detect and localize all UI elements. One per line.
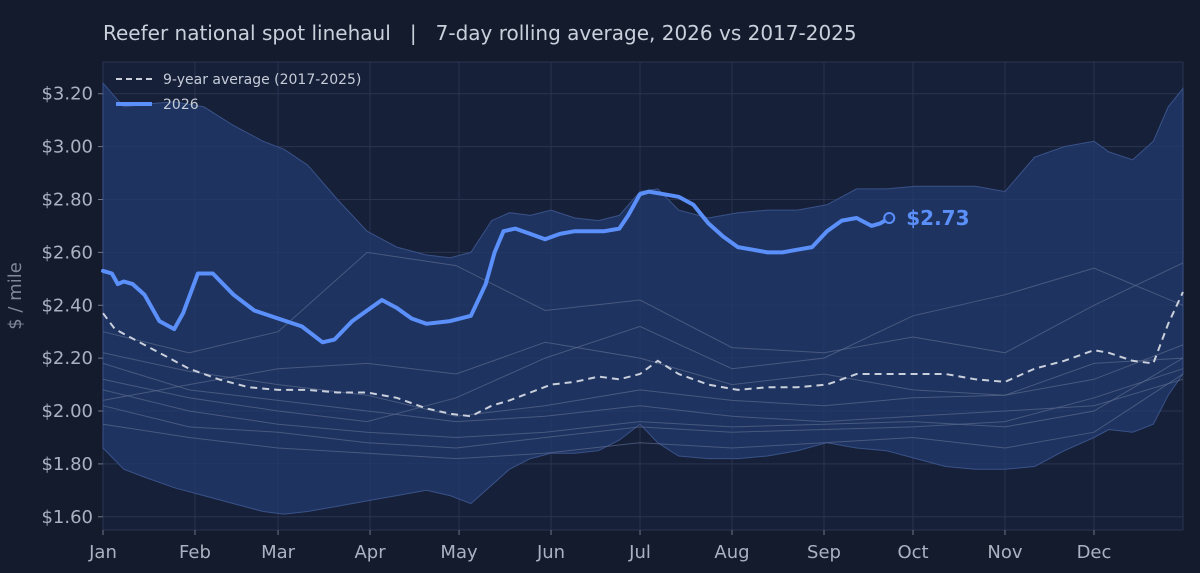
historical-year-line <box>102 251 1184 354</box>
y-tick-label: $3.20 <box>41 84 93 105</box>
x-tick-label: Dec <box>1077 542 1112 563</box>
historical-year-line <box>102 362 1184 423</box>
plot-content <box>101 81 1184 515</box>
y-axis-ticks: $1.60 $1.80 $2.00 $2.20 $2.40 $2.60 $2.80 $3.00… <box>41 84 103 528</box>
historical-year-line <box>102 267 1184 423</box>
x-tick-label: May <box>440 542 478 563</box>
x-tick-label: Apr <box>354 542 386 563</box>
chart-title: Reefer national spot linehaul | 7-day ro… <box>103 21 857 45</box>
legend-2026-label: 2026 <box>163 97 199 113</box>
y-tick-label: $2.60 <box>41 242 93 263</box>
x-tick-label: Sep <box>807 542 841 563</box>
x-axis-ticks: Jan Feb Mar Apr May Jun Jul Aug Sep Oct Nov Dec <box>88 530 1111 563</box>
x-tick-label: Feb <box>179 542 211 563</box>
series-2026-end-marker <box>883 212 896 224</box>
y-tick-label: $2.80 <box>41 189 93 210</box>
y-axis-label: $ / mile <box>5 262 26 330</box>
x-tick-label: Oct <box>897 542 928 563</box>
series-2026-end-label: $2.73 <box>906 206 969 230</box>
series-9-year-average-line <box>102 291 1184 418</box>
x-tick-label: Aug <box>714 542 749 563</box>
y-tick-label: $1.80 <box>41 454 93 475</box>
legend-average-label: 9-year average (2017-2025) <box>163 72 361 88</box>
historical-year-line <box>102 373 1184 460</box>
x-tick-label: Nov <box>987 542 1022 563</box>
y-tick-label: $2.20 <box>41 348 93 369</box>
legend: 9-year average (2017-2025) 2026 <box>116 72 361 113</box>
y-tick-label: $1.60 <box>41 507 93 528</box>
series-2026-line <box>101 189 892 345</box>
y-tick-label: $2.40 <box>41 295 93 316</box>
historical-year-line <box>102 357 1184 439</box>
historical-year-line <box>102 368 1184 449</box>
y-tick-label: $2.00 <box>41 401 93 422</box>
x-tick-label: Jan <box>88 542 117 563</box>
x-tick-label: Jul <box>628 542 651 563</box>
historical-year-line <box>102 341 1184 401</box>
x-tick-label: Jun <box>536 542 565 563</box>
y-tick-label: $3.00 <box>41 137 93 158</box>
x-tick-label: Mar <box>261 542 296 563</box>
